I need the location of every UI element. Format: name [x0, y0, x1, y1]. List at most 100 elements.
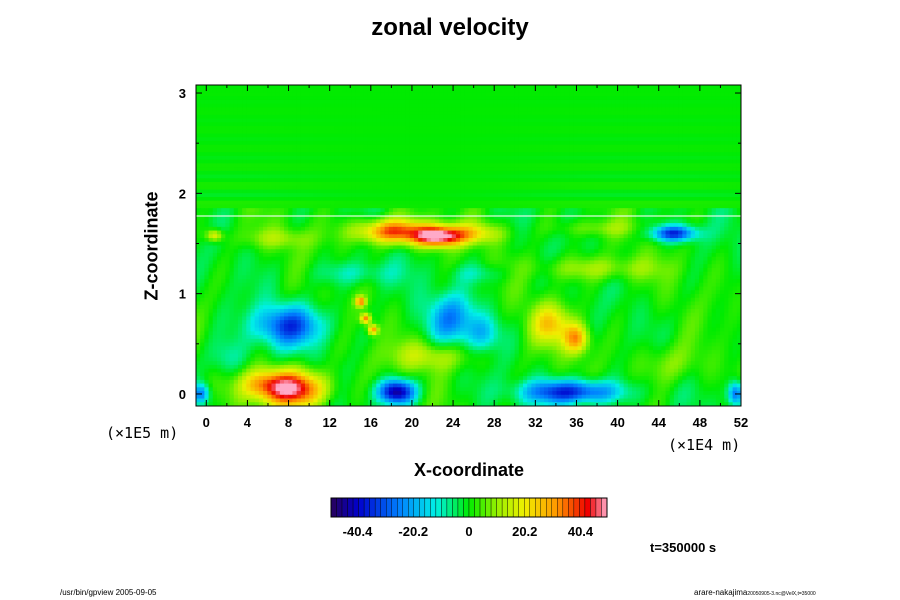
heat-cell: [397, 103, 403, 108]
heat-cell: [502, 129, 507, 135]
heat-cell: [703, 144, 709, 150]
heat-cell: [405, 92, 411, 97]
heat-cell: [434, 137, 440, 142]
heat-cell: [225, 170, 231, 176]
heat-cell: [359, 226, 365, 232]
heat-cell: [380, 88, 386, 94]
heat-cell: [409, 204, 415, 209]
heat-cell: [552, 196, 558, 202]
heat-cell: [284, 99, 289, 105]
heat-cell: [216, 111, 222, 116]
heat-cell: [472, 85, 478, 90]
heat-cell: [556, 208, 562, 213]
heat-cell: [325, 99, 331, 105]
heat-cell: [720, 114, 725, 120]
heat-cell: [468, 114, 474, 120]
heat-cell: [715, 182, 721, 187]
heat-cell: [455, 204, 461, 209]
heat-cell: [397, 215, 403, 220]
heat-cell: [367, 126, 373, 131]
heat-cell: [657, 170, 662, 176]
heat-cell: [292, 144, 298, 150]
heat-cell: [678, 200, 683, 206]
heat-cell: [208, 107, 214, 112]
heat-cell: [233, 148, 239, 153]
heat-cell: [694, 126, 700, 131]
heat-cell: [493, 174, 499, 179]
heat-cell: [288, 137, 294, 142]
heat-cell: [321, 152, 327, 157]
heat-cell: [627, 88, 633, 94]
heat-cell: [342, 85, 348, 90]
heat-cell: [233, 155, 239, 161]
heat-cell: [409, 126, 415, 131]
heat-cell: [523, 133, 528, 138]
heat-cell: [481, 114, 486, 120]
heat-cell: [363, 103, 369, 108]
heat-cell: [523, 96, 528, 101]
heat-cell: [632, 122, 637, 127]
heat-cell: [619, 193, 625, 198]
heat-cell: [493, 159, 499, 164]
heat-cell: [380, 92, 386, 97]
heat-cell: [342, 226, 348, 232]
heat-cell: [732, 223, 738, 228]
heat-cell: [502, 200, 507, 206]
heat-cell: [640, 211, 646, 217]
heat-cell: [250, 178, 256, 183]
heat-cell: [518, 107, 524, 112]
heat-cell: [426, 226, 432, 232]
heat-cell: [464, 107, 470, 112]
heat-cell: [514, 144, 520, 150]
heat-cell: [531, 88, 537, 94]
heat-cell: [258, 196, 264, 202]
heat-cell: [598, 85, 604, 90]
heat-cell: [263, 155, 268, 161]
heat-cell: [393, 215, 398, 220]
heat-cell: [707, 144, 713, 150]
heat-cell: [447, 152, 453, 157]
heat-cell: [401, 96, 407, 101]
heat-cell: [275, 200, 281, 206]
heat-cell: [455, 99, 461, 105]
heat-cell: [225, 103, 231, 108]
heat-cell: [699, 155, 704, 161]
heat-cell: [305, 85, 310, 90]
heat-cell: [543, 163, 549, 168]
heat-cell: [548, 163, 553, 168]
heat-cell: [506, 200, 512, 206]
heat-cell: [405, 163, 411, 168]
heat-cell: [598, 196, 604, 202]
heat-cell: [644, 189, 650, 194]
heat-cell: [321, 215, 327, 220]
heat-cell: [258, 118, 264, 123]
heat-cell: [476, 204, 482, 209]
heat-cell: [615, 211, 621, 217]
heat-cell: [552, 99, 558, 105]
heat-cell: [736, 182, 741, 187]
heat-cell: [497, 96, 503, 101]
heat-cell: [258, 111, 264, 116]
heat-cell: [439, 129, 444, 135]
heat-cell: [447, 99, 453, 105]
heat-cell: [263, 219, 268, 224]
heat-cell: [590, 96, 595, 101]
heat-cell: [598, 163, 604, 168]
heat-cell: [460, 122, 465, 127]
heat-cell: [321, 226, 327, 232]
heat-cell: [359, 88, 365, 94]
heat-cell: [250, 159, 256, 164]
heat-cell: [690, 144, 696, 150]
heat-cell: [460, 174, 465, 179]
heat-cell: [409, 144, 415, 150]
heat-cell: [619, 196, 625, 202]
heat-cell: [627, 189, 633, 194]
heat-cell: [351, 196, 356, 202]
heat-cell: [472, 137, 478, 142]
heat-cell: [476, 174, 482, 179]
heat-cell: [388, 226, 394, 232]
heat-cell: [728, 159, 734, 164]
heat-cell: [346, 107, 352, 112]
heat-cell: [669, 211, 675, 217]
heat-cell: [623, 178, 629, 183]
